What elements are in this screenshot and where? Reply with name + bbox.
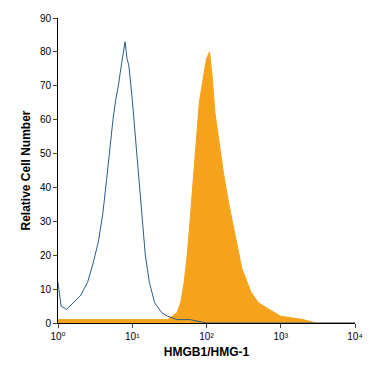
svg-text:50: 50 bbox=[40, 148, 52, 159]
svg-text:10²: 10² bbox=[199, 331, 214, 342]
svg-text:10⁰: 10⁰ bbox=[50, 331, 65, 342]
svg-text:80: 80 bbox=[40, 46, 52, 57]
svg-text:0: 0 bbox=[45, 318, 51, 329]
svg-text:10³: 10³ bbox=[274, 331, 289, 342]
svg-text:Relative Cell Number: Relative Cell Number bbox=[19, 110, 33, 230]
svg-text:30: 30 bbox=[40, 216, 52, 227]
svg-text:10¹: 10¹ bbox=[125, 331, 140, 342]
svg-text:HMGB1/HMG-1: HMGB1/HMG-1 bbox=[164, 345, 250, 359]
svg-text:60: 60 bbox=[40, 114, 52, 125]
svg-text:20: 20 bbox=[40, 250, 52, 261]
svg-text:10⁴: 10⁴ bbox=[347, 331, 362, 342]
svg-text:10: 10 bbox=[40, 284, 52, 295]
svg-text:90: 90 bbox=[40, 13, 52, 24]
svg-text:70: 70 bbox=[40, 80, 52, 91]
svg-text:40: 40 bbox=[40, 182, 52, 193]
